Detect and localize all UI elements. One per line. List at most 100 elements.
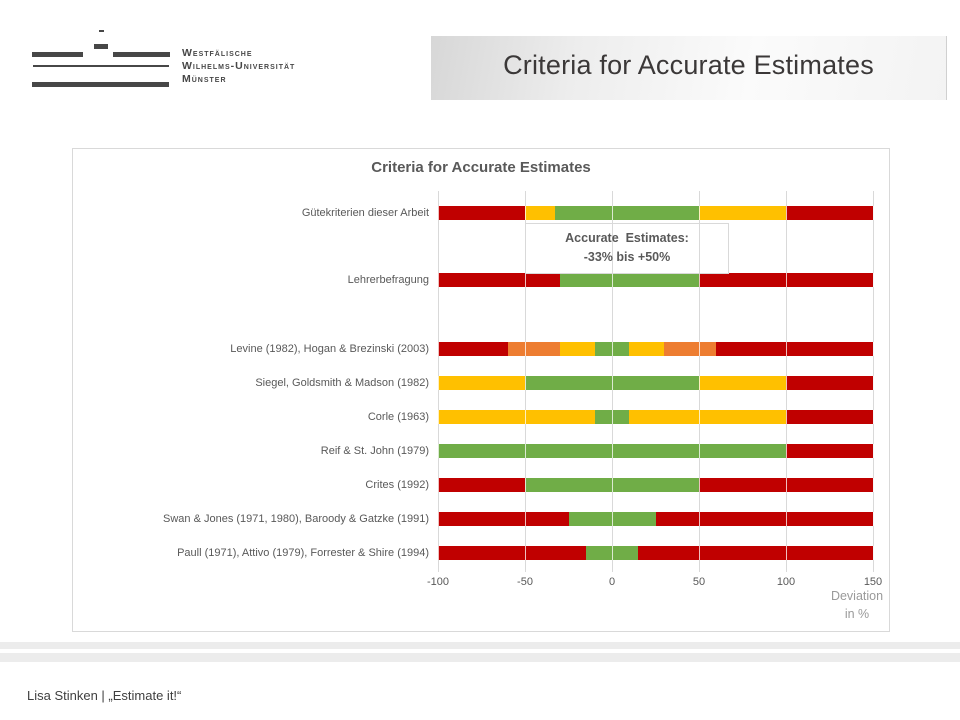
bar-segment-yellow [438, 376, 525, 390]
gridline-overlay [873, 206, 874, 220]
gridline-overlay [699, 376, 700, 390]
bar-segment-green [594, 342, 630, 356]
bar-segment-red [438, 206, 525, 220]
x-axis-unit-line: in % [844, 607, 870, 621]
bar-segment-red [655, 512, 873, 526]
bar-segment-yellow [699, 376, 786, 390]
bar-segment-red [786, 206, 873, 220]
gridline-overlay [873, 376, 874, 390]
gridline-overlay [699, 273, 700, 287]
title-banner [431, 36, 947, 100]
gridline-overlay [525, 444, 526, 458]
bar-row [436, 273, 879, 287]
annotation-line1: Accurate Estimates: [565, 231, 689, 245]
bar-segment-yellow [559, 342, 595, 356]
gridline-overlay [612, 273, 613, 287]
gridline-overlay [438, 512, 439, 526]
gridline-overlay [699, 478, 700, 492]
gridline-overlay [525, 342, 526, 356]
gridline-overlay [612, 444, 613, 458]
gridline-overlay [699, 546, 700, 560]
x-axis-unit-label: Deviation in % [815, 587, 899, 623]
page-title: Criteria for Accurate Estimates [503, 50, 874, 80]
category-label: Swan & Jones (1971, 1980), Baroody & Gat… [163, 513, 429, 525]
gridline-overlay [438, 376, 439, 390]
bar-row [436, 410, 879, 424]
gridline-overlay [699, 444, 700, 458]
gridline-overlay [438, 410, 439, 424]
gridline-overlay [612, 546, 613, 560]
bar-row [436, 206, 879, 220]
gridline-overlay [699, 206, 700, 220]
category-label: Levine (1982), Hogan & Brezinski (2003) [230, 343, 429, 355]
bar-segment-yellow [438, 410, 595, 424]
gridline-overlay [612, 410, 613, 424]
gridline-overlay [612, 512, 613, 526]
category-label: Siegel, Goldsmith & Madson (1982) [255, 377, 429, 389]
category-label: Crites (1992) [365, 479, 429, 491]
gridline-overlay [438, 273, 439, 287]
bar-segment-yellow [629, 342, 665, 356]
gridline-overlay [699, 410, 700, 424]
bar-segment-green [585, 546, 639, 560]
gridline-overlay [525, 273, 526, 287]
bar-segment-red [438, 342, 508, 356]
chart-title: Criteria for Accurate Estimates [371, 159, 591, 176]
logo-bar [32, 52, 83, 57]
bar-segment-green [594, 410, 630, 424]
logo-text-line: Wilhelms-Universität [182, 60, 296, 72]
x-tick-label: 100 [776, 576, 796, 588]
footer-stripe [0, 653, 960, 662]
bar-segment-orange [664, 342, 717, 356]
x-axis: -100 -50 0 50 100 150 [427, 576, 882, 590]
bar-segment-red [716, 342, 873, 356]
category-label: Paull (1971), Attivo (1979), Forrester &… [177, 547, 429, 559]
annotation-line2: -33% bis +50% [583, 250, 671, 264]
bar-segment-red [438, 546, 586, 560]
category-label: Reif & St. John (1979) [320, 445, 429, 457]
gridline-overlay [786, 478, 787, 492]
gridline-overlay [699, 342, 700, 356]
logo-bar [99, 30, 104, 32]
bar-segment-red [438, 478, 525, 492]
gridline-overlay [612, 376, 613, 390]
gridline-overlay [786, 410, 787, 424]
gridline-overlay [525, 206, 526, 220]
bar-segment-red [438, 512, 569, 526]
gridline-overlay [612, 342, 613, 356]
gridline-overlay [873, 444, 874, 458]
x-tick-label: -100 [426, 576, 450, 588]
gridline-overlay [525, 410, 526, 424]
gridline-overlay [873, 478, 874, 492]
bar-row [436, 546, 879, 560]
logo-bar [94, 44, 108, 49]
logo-bar [32, 82, 169, 87]
x-axis-unit-line: Deviation [830, 589, 884, 603]
gridline-overlay [873, 273, 874, 287]
gridline-overlay [612, 478, 613, 492]
gridline-overlay [525, 478, 526, 492]
gridline-overlay [612, 206, 613, 220]
bar-segment-red [786, 376, 873, 390]
gridline-overlay [438, 342, 439, 356]
gridline-overlay [525, 512, 526, 526]
bar-row [436, 376, 879, 390]
gridline-overlay [525, 376, 526, 390]
gridline-overlay [786, 512, 787, 526]
gridline-overlay [438, 478, 439, 492]
bar-segment-orange [507, 342, 560, 356]
logo-text-line: Münster [182, 73, 227, 85]
plot-area [438, 191, 874, 572]
gridline-overlay [786, 273, 787, 287]
bar-segment-red [438, 273, 560, 287]
gridline-overlay [438, 206, 439, 220]
bar-segment-yellow [629, 410, 786, 424]
gridline-overlay [525, 546, 526, 560]
category-label: Corle (1963) [367, 411, 429, 423]
footer-credit: Lisa Stinken | „Estimate it!“ [27, 688, 182, 703]
logo-text: Westfälische Wilhelms-Universität Münste… [182, 47, 295, 86]
bar-row [436, 478, 879, 492]
x-tick-label: 50 [692, 576, 706, 588]
bar-row [436, 512, 879, 526]
gridline-overlay [786, 444, 787, 458]
